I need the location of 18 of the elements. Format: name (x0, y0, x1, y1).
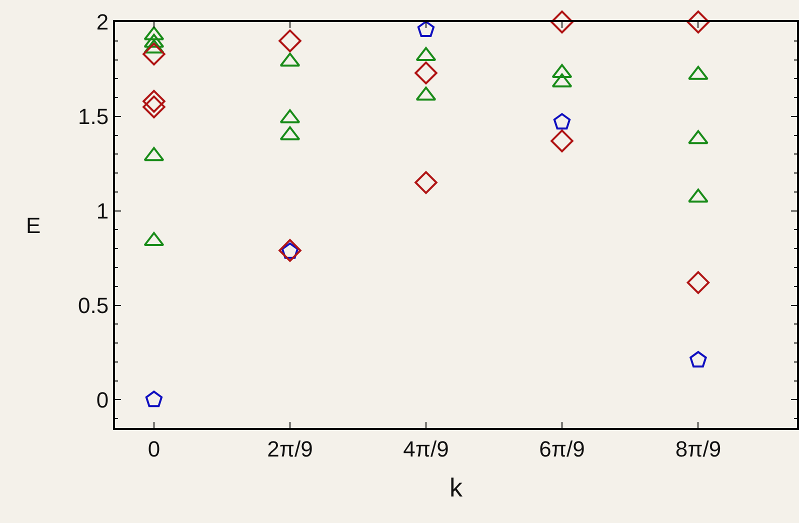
point (145, 390, 163, 408)
x-tick-label: 0 (148, 436, 160, 462)
point (686, 271, 710, 294)
x-axis-title: k (450, 472, 464, 503)
x-tick-label: 8π/9 (675, 436, 722, 462)
x-tick-label: 2π/9 (267, 436, 313, 462)
y-tick-label: 1.5 (78, 104, 109, 130)
point (553, 113, 571, 130)
x-tick-label: 6π/9 (539, 436, 585, 462)
x-tick-label: 4π/9 (403, 436, 449, 462)
point (417, 20, 435, 38)
y-axis-title: E (26, 213, 41, 238)
y-tick-label: 1 (96, 198, 109, 224)
y-tick-label: 0 (96, 387, 109, 412)
point (690, 351, 707, 368)
y-tick-label: 2 (96, 10, 109, 35)
y-tick-label: 0.5 (78, 292, 109, 318)
point (414, 171, 438, 194)
